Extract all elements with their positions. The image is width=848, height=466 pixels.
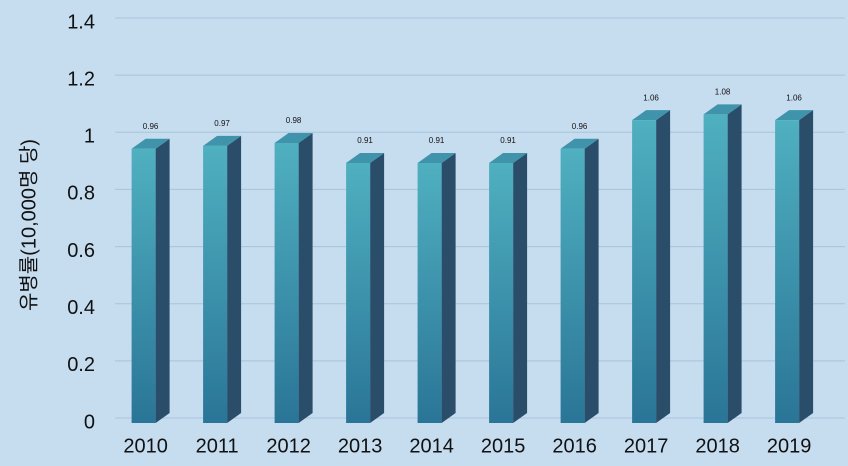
value-label: 0.96 (572, 122, 588, 131)
value-label: 0.96 (143, 122, 159, 131)
bar (489, 163, 514, 423)
x-tick-label: 2010 (123, 435, 168, 457)
value-label: 1.06 (786, 93, 802, 102)
bar-top (417, 153, 456, 163)
bar-side (155, 138, 170, 423)
value-label: 0.91 (500, 136, 516, 145)
bar (417, 163, 442, 423)
x-tick-label: 2014 (409, 435, 454, 457)
y-tick-label: 0.6 (67, 240, 95, 262)
bar (346, 163, 371, 423)
bar-side (227, 135, 242, 423)
bar-top (203, 135, 242, 146)
x-tick-label: 2019 (767, 435, 812, 457)
value-label: 0.91 (429, 136, 445, 145)
value-label: 1.08 (715, 88, 731, 97)
x-tick-label: 2016 (552, 435, 597, 457)
bar-top (274, 133, 313, 143)
bar (632, 120, 657, 424)
bar-top (346, 153, 385, 163)
bar-top (632, 110, 671, 121)
bar-side (298, 133, 313, 423)
bar-top (489, 153, 528, 163)
bar-top (560, 138, 599, 149)
y-tick-label: 0.2 (67, 354, 95, 376)
bar-top (131, 138, 170, 149)
bar-side (370, 153, 385, 423)
x-tick-label: 2015 (481, 435, 526, 457)
value-label: 0.91 (357, 136, 373, 145)
x-tick-label: 2012 (266, 435, 311, 457)
y-tick-label: 1.4 (67, 11, 95, 33)
bar (703, 114, 728, 423)
y-tick-label: 1 (84, 126, 95, 148)
y-tick-label: 0.8 (67, 183, 95, 205)
bar-side (441, 153, 456, 423)
bar-side (656, 110, 671, 424)
x-tick-label: 2013 (338, 435, 383, 457)
value-label: 0.98 (286, 116, 302, 125)
value-label: 0.97 (214, 119, 230, 128)
y-tick-label: 0 (84, 411, 95, 433)
bar-side (513, 153, 528, 423)
y-tick-label: 0.4 (67, 297, 95, 319)
y-axis-label: 유병률(10,000명 당) (17, 139, 40, 311)
bar-side (799, 110, 814, 424)
y-tick-label: 1.2 (67, 68, 95, 90)
bar-top (775, 110, 814, 121)
bar-side (727, 104, 742, 423)
bar-top (703, 104, 742, 115)
bar (203, 145, 228, 423)
bar (775, 120, 800, 424)
bar (131, 148, 156, 423)
bar (274, 143, 299, 423)
bar-side (584, 138, 599, 423)
x-tick-label: 2011 (196, 435, 239, 457)
bar (560, 148, 585, 423)
x-tick-label: 2018 (695, 435, 740, 457)
x-tick-label: 2017 (624, 435, 669, 457)
value-label: 1.06 (643, 93, 659, 102)
